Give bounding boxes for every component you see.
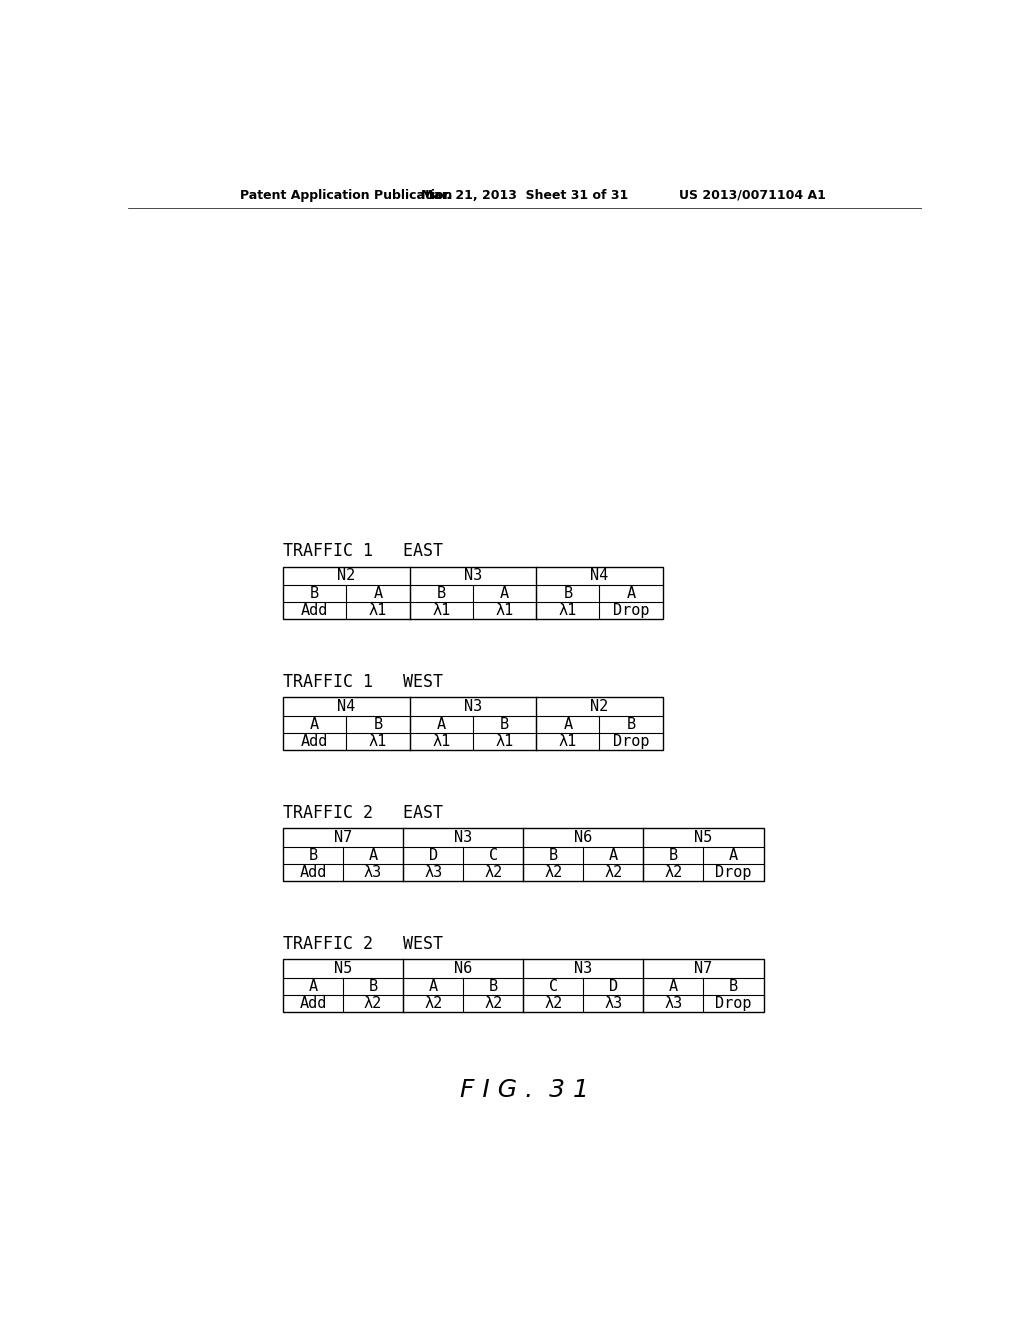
Text: C: C — [549, 978, 558, 994]
Text: A: A — [500, 586, 509, 601]
Text: N6: N6 — [454, 961, 472, 975]
Text: λ1: λ1 — [369, 603, 387, 618]
Text: λ1: λ1 — [432, 603, 451, 618]
Text: Drop: Drop — [612, 734, 649, 748]
Text: Mar. 21, 2013  Sheet 31 of 31: Mar. 21, 2013 Sheet 31 of 31 — [421, 189, 629, 202]
Text: B: B — [488, 978, 498, 994]
Text: λ2: λ2 — [424, 995, 442, 1011]
Text: N7: N7 — [694, 961, 713, 975]
Text: λ3: λ3 — [364, 865, 382, 879]
Text: A: A — [369, 847, 378, 863]
Text: N3: N3 — [574, 961, 593, 975]
Text: λ3: λ3 — [604, 995, 623, 1011]
Text: λ2: λ2 — [544, 865, 562, 879]
Text: Drop: Drop — [715, 995, 752, 1011]
Text: B: B — [374, 717, 383, 731]
Text: λ2: λ2 — [604, 865, 623, 879]
Text: λ1: λ1 — [369, 734, 387, 748]
Text: N5: N5 — [694, 830, 713, 845]
Text: F I G .  3 1: F I G . 3 1 — [461, 1078, 589, 1102]
Text: Drop: Drop — [612, 603, 649, 618]
Text: A: A — [308, 978, 317, 994]
Text: N5: N5 — [334, 961, 352, 975]
Text: Drop: Drop — [715, 865, 752, 879]
Text: N3: N3 — [464, 700, 482, 714]
Text: B: B — [436, 586, 445, 601]
Text: λ2: λ2 — [364, 995, 382, 1011]
Text: λ1: λ1 — [496, 734, 514, 748]
Text: B: B — [500, 717, 509, 731]
Text: A: A — [609, 847, 617, 863]
Text: TRAFFIC 2   EAST: TRAFFIC 2 EAST — [283, 804, 443, 822]
Bar — [283, 697, 663, 750]
Text: N7: N7 — [334, 830, 352, 845]
Text: λ1: λ1 — [559, 734, 577, 748]
Text: B: B — [308, 847, 317, 863]
Text: A: A — [310, 717, 319, 731]
Text: B: B — [729, 978, 738, 994]
Text: λ1: λ1 — [496, 603, 514, 618]
Text: A: A — [374, 586, 383, 601]
Text: A: A — [729, 847, 738, 863]
Bar — [283, 829, 764, 880]
Text: D: D — [609, 978, 617, 994]
Text: λ2: λ2 — [484, 995, 503, 1011]
Text: B: B — [310, 586, 319, 601]
Text: A: A — [429, 978, 437, 994]
Text: N6: N6 — [574, 830, 593, 845]
Text: US 2013/0071104 A1: US 2013/0071104 A1 — [679, 189, 825, 202]
Text: N4: N4 — [337, 700, 355, 714]
Text: Add: Add — [299, 995, 327, 1011]
Text: N3: N3 — [464, 568, 482, 583]
Text: Add: Add — [301, 734, 329, 748]
Text: λ2: λ2 — [484, 865, 503, 879]
Text: λ3: λ3 — [424, 865, 442, 879]
Text: λ1: λ1 — [559, 603, 577, 618]
Bar — [283, 960, 764, 1011]
Text: λ2: λ2 — [544, 995, 562, 1011]
Text: N2: N2 — [337, 568, 355, 583]
Text: Patent Application Publication: Patent Application Publication — [241, 189, 453, 202]
Text: C: C — [488, 847, 498, 863]
Text: λ2: λ2 — [665, 865, 683, 879]
Text: N2: N2 — [590, 700, 608, 714]
Text: A: A — [563, 717, 572, 731]
Text: A: A — [669, 978, 678, 994]
Text: N3: N3 — [454, 830, 472, 845]
Text: TRAFFIC 2   WEST: TRAFFIC 2 WEST — [283, 935, 443, 953]
Text: N4: N4 — [590, 568, 608, 583]
Text: B: B — [627, 717, 636, 731]
Text: B: B — [549, 847, 558, 863]
Text: A: A — [627, 586, 636, 601]
Text: λ1: λ1 — [432, 734, 451, 748]
Text: Add: Add — [299, 865, 327, 879]
Bar — [283, 566, 663, 619]
Text: TRAFFIC 1   EAST: TRAFFIC 1 EAST — [283, 543, 443, 560]
Text: A: A — [436, 717, 445, 731]
Text: B: B — [563, 586, 572, 601]
Text: TRAFFIC 1   WEST: TRAFFIC 1 WEST — [283, 673, 443, 692]
Text: λ3: λ3 — [665, 995, 683, 1011]
Text: D: D — [429, 847, 437, 863]
Text: B: B — [669, 847, 678, 863]
Text: B: B — [369, 978, 378, 994]
Text: Add: Add — [301, 603, 329, 618]
